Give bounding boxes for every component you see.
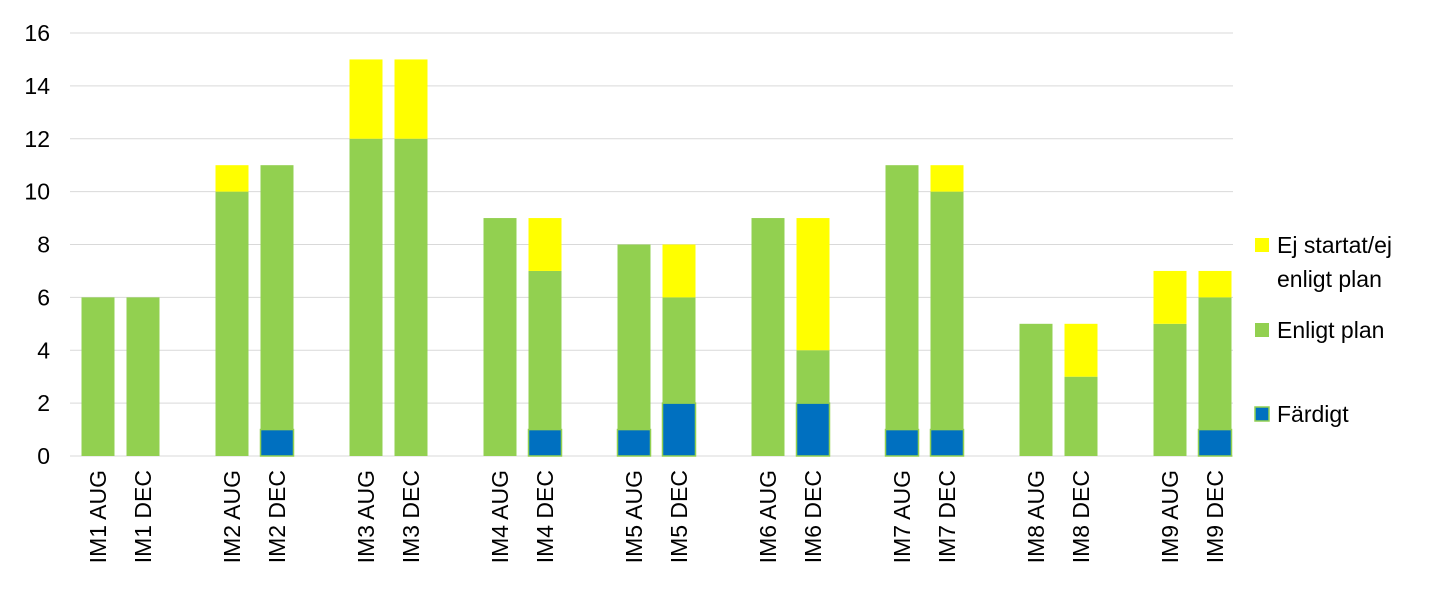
bar-segment [126, 297, 160, 456]
y-tick-label: 14 [24, 73, 50, 99]
bar-segment [884, 428, 920, 457]
bar-segment [885, 165, 919, 430]
legend-label: Enligt plan [1277, 317, 1384, 343]
y-tick-label: 8 [37, 232, 50, 258]
legend-label: Ej startat/ej enligt plan [1277, 232, 1392, 292]
bar-segment [1153, 270, 1187, 324]
x-category-label: IM2 AUG [219, 470, 245, 563]
bar-segment [215, 191, 249, 456]
y-tick-label: 16 [24, 20, 50, 46]
x-category-label: IM4 DEC [532, 470, 558, 563]
bar-segment [616, 428, 652, 457]
legend-swatch [1255, 238, 1269, 252]
bar-segment [528, 218, 562, 271]
legend-swatch [1255, 323, 1269, 337]
bar-segment [1198, 297, 1232, 430]
bar-segment [617, 244, 651, 430]
x-category-label: IM7 DEC [934, 470, 960, 563]
x-category-label: IM9 DEC [1202, 470, 1228, 563]
bar-segment [349, 59, 383, 139]
bar-segment [795, 402, 831, 457]
bar-segment [483, 218, 517, 456]
x-category-label: IM3 DEC [398, 470, 424, 563]
x-category-label: IM6 DEC [800, 470, 826, 563]
legend-label: Färdigt [1277, 401, 1349, 427]
legend-item: Ej startat/ej enligt plan [1255, 232, 1392, 292]
x-category-label: IM1 DEC [130, 470, 156, 563]
x-category-label: IM8 DEC [1068, 470, 1094, 563]
bar-segment [930, 191, 964, 430]
bar-segment [796, 218, 830, 351]
bar-segment [662, 244, 696, 298]
bar-layer [81, 59, 1233, 457]
x-category-label: IM8 AUG [1023, 470, 1049, 563]
bar-segment [661, 402, 697, 457]
bar-segment [1064, 323, 1098, 377]
bar-segment [215, 165, 249, 192]
y-tick-label: 0 [37, 443, 50, 469]
bar-segment [1198, 270, 1232, 298]
x-category-label: IM5 AUG [621, 470, 647, 563]
bar-segment [662, 297, 696, 404]
legend-item: Enligt plan [1255, 317, 1384, 343]
bar-segment [1019, 323, 1053, 456]
legend-swatch [1254, 406, 1270, 422]
legend-item: Färdigt [1254, 401, 1349, 427]
bar-segment [796, 350, 830, 404]
bar-segment [260, 165, 294, 430]
y-tick-label: 6 [37, 284, 50, 310]
bar-segment [81, 297, 115, 456]
x-category-label: IM6 AUG [755, 470, 781, 563]
bar-segment [394, 138, 428, 456]
x-category-label: IM5 DEC [666, 470, 692, 563]
x-category-label: IM7 AUG [889, 470, 915, 563]
x-category-label: IM2 DEC [264, 470, 290, 563]
bar-segment [751, 218, 785, 456]
bar-segment [1153, 323, 1187, 456]
bar-segment [528, 270, 562, 430]
y-tick-label: 12 [24, 126, 50, 152]
x-category-label: IM9 AUG [1157, 470, 1183, 563]
bar-segment [1064, 376, 1098, 456]
legend: Ej startat/ej enligt plan Enligt plan Färdi… [1254, 232, 1392, 427]
bar-segment [1197, 428, 1233, 457]
bar-segment [930, 165, 964, 192]
x-category-label: IM4 AUG [487, 470, 513, 563]
x-category-label: IM1 AUG [85, 470, 111, 563]
y-tick-label: 10 [24, 179, 50, 205]
x-category-label: IM3 AUG [353, 470, 379, 563]
bar-segment [259, 428, 295, 457]
bar-segment [527, 428, 563, 457]
axis-layer: 0 2 4 6 8 10 12 14 16 IM1 AUG IM1 DEC IM2 AUG IM2 DE… [24, 20, 1228, 563]
y-tick-label: 2 [37, 390, 50, 416]
y-tick-label: 4 [37, 337, 50, 363]
bar-segment [349, 138, 383, 456]
bar-segment [929, 428, 965, 457]
bar-segment [394, 59, 428, 139]
